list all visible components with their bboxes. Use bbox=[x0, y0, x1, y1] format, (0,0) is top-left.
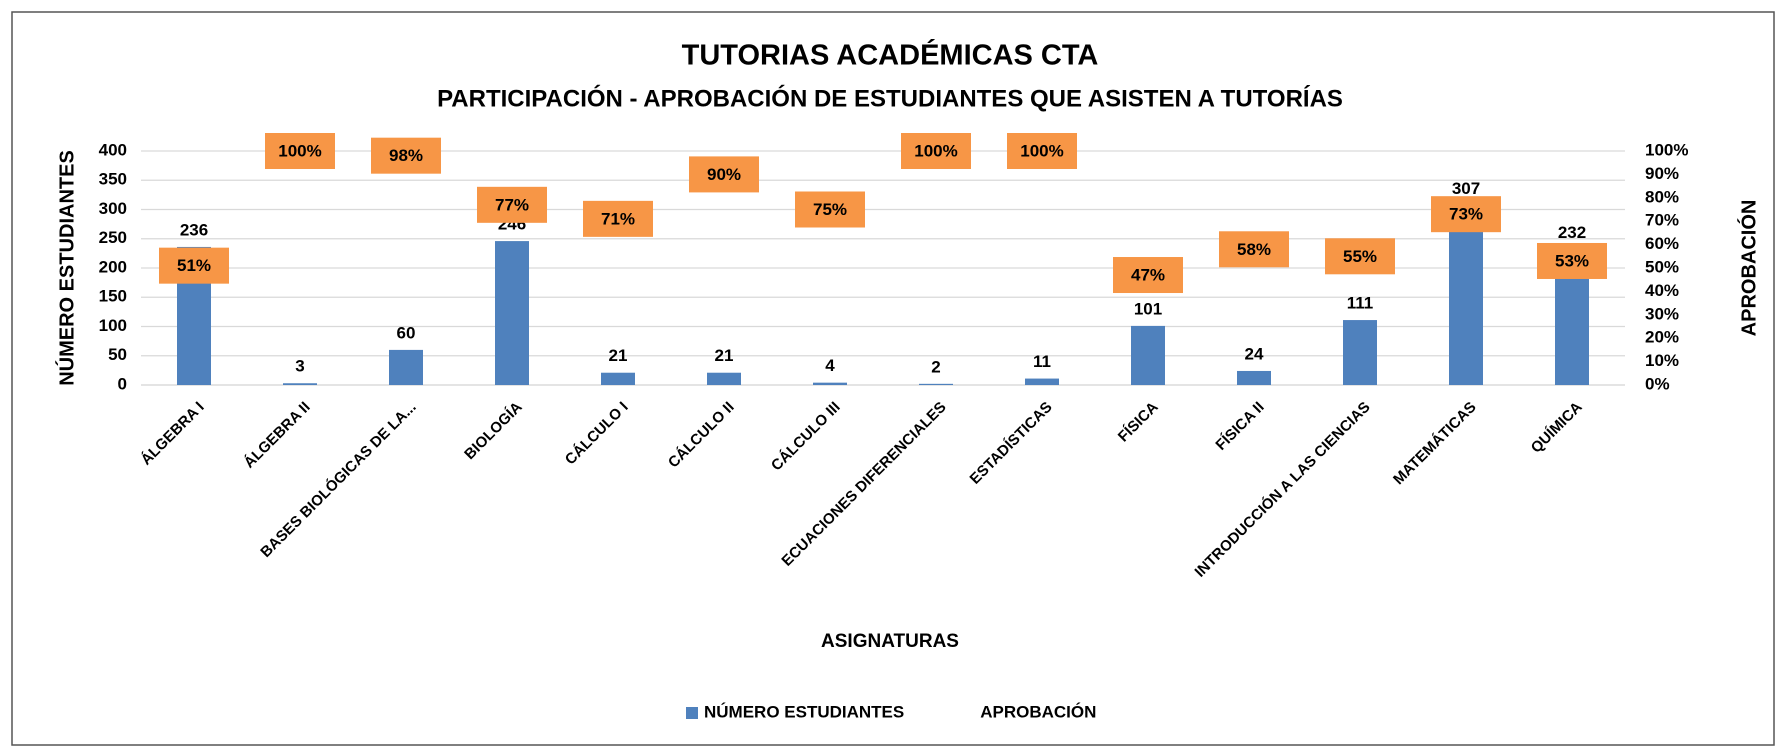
value-label-box bbox=[477, 186, 547, 223]
value-label: 73% bbox=[1449, 205, 1483, 224]
value-label: 75% bbox=[813, 200, 847, 219]
value-label: 11 bbox=[1033, 352, 1051, 371]
value-label: 98% bbox=[389, 146, 423, 165]
y2-tick-label: 30% bbox=[1645, 304, 1679, 323]
bar bbox=[601, 372, 635, 385]
value-label: 4 bbox=[825, 356, 835, 375]
value-label: 100% bbox=[1020, 141, 1063, 160]
y2-tick-label: 100% bbox=[1645, 140, 1688, 159]
y-tick-label: 100 bbox=[99, 316, 127, 335]
y2-axis-label: APROBACIÓN bbox=[1736, 200, 1760, 337]
value-label: 47% bbox=[1131, 266, 1165, 285]
bar bbox=[1449, 205, 1483, 385]
y2-tick-label: 40% bbox=[1645, 281, 1679, 300]
value-label: 111 bbox=[1347, 294, 1374, 313]
y2-tick-label: 60% bbox=[1645, 234, 1679, 253]
bar bbox=[707, 372, 741, 385]
value-label: 307 bbox=[1452, 179, 1480, 198]
value-label: 58% bbox=[1237, 240, 1271, 259]
value-label: 55% bbox=[1343, 247, 1377, 266]
value-label: 100% bbox=[914, 141, 957, 160]
y-tick-label: 200 bbox=[99, 257, 127, 276]
value-label: 21 bbox=[609, 346, 628, 365]
y-tick-label: 300 bbox=[99, 199, 127, 218]
y-tick-label: 0 bbox=[118, 374, 127, 393]
value-label: 71% bbox=[601, 209, 635, 228]
value-label-box bbox=[159, 247, 229, 284]
bar bbox=[389, 349, 423, 385]
bar bbox=[495, 241, 529, 385]
y-axis-label: NÚMERO ESTUDIANTES bbox=[54, 150, 78, 386]
value-label-box bbox=[1325, 238, 1395, 275]
bar bbox=[1343, 320, 1377, 385]
y-tick-label: 150 bbox=[99, 287, 127, 306]
y2-tick-label: 50% bbox=[1645, 257, 1679, 276]
value-label-box bbox=[1219, 231, 1289, 268]
y-tick-label: 50 bbox=[108, 345, 127, 364]
value-label: 2 bbox=[931, 357, 940, 376]
value-label: 53% bbox=[1555, 251, 1589, 270]
value-label: 77% bbox=[495, 195, 529, 214]
value-label-box bbox=[689, 156, 759, 193]
y-tick-label: 250 bbox=[99, 228, 127, 247]
x-axis-label: ASIGNATURAS bbox=[821, 631, 959, 652]
bar bbox=[919, 383, 953, 385]
chart-title: TUTORIAS ACADÉMICAS CTA bbox=[682, 38, 1099, 72]
chart-subtitle: PARTICIPACIÓN - APROBACIÓN DE ESTUDIANTE… bbox=[437, 84, 1343, 112]
value-label: 3 bbox=[295, 357, 304, 376]
bar bbox=[1131, 325, 1165, 385]
bar bbox=[283, 383, 317, 385]
legend-label: NÚMERO ESTUDIANTES bbox=[704, 702, 904, 721]
y2-tick-label: 80% bbox=[1645, 187, 1679, 206]
y2-tick-label: 0% bbox=[1645, 374, 1670, 393]
legend-swatch bbox=[686, 707, 698, 719]
value-label-box bbox=[901, 133, 971, 169]
value-label: 90% bbox=[707, 165, 741, 184]
value-label: 236 bbox=[180, 220, 208, 239]
legend-label: APROBACIÓN bbox=[980, 702, 1096, 721]
y2-tick-label: 90% bbox=[1645, 164, 1679, 183]
value-label: 51% bbox=[177, 256, 211, 275]
value-label: 100% bbox=[278, 141, 321, 160]
y-tick-label: 400 bbox=[99, 140, 127, 159]
y2-tick-label: 70% bbox=[1645, 211, 1679, 230]
value-label-box bbox=[1431, 196, 1501, 233]
y2-tick-label: 10% bbox=[1645, 351, 1679, 370]
value-label-box bbox=[1113, 257, 1183, 294]
value-label-box bbox=[1007, 133, 1077, 169]
y2-tick-label: 20% bbox=[1645, 328, 1679, 347]
value-label-box bbox=[795, 191, 865, 228]
value-label-box bbox=[1537, 242, 1607, 279]
value-label-box bbox=[583, 200, 653, 237]
value-label: 101 bbox=[1134, 299, 1162, 318]
bar bbox=[1025, 378, 1059, 385]
value-label: 24 bbox=[1245, 344, 1264, 363]
value-label: 21 bbox=[715, 346, 734, 365]
bar bbox=[813, 382, 847, 385]
value-label-box bbox=[265, 133, 335, 169]
bar bbox=[1237, 370, 1271, 385]
value-label: 60 bbox=[397, 323, 416, 342]
value-label: 232 bbox=[1558, 223, 1586, 242]
y-tick-label: 350 bbox=[99, 170, 127, 189]
value-label-box bbox=[371, 137, 441, 174]
